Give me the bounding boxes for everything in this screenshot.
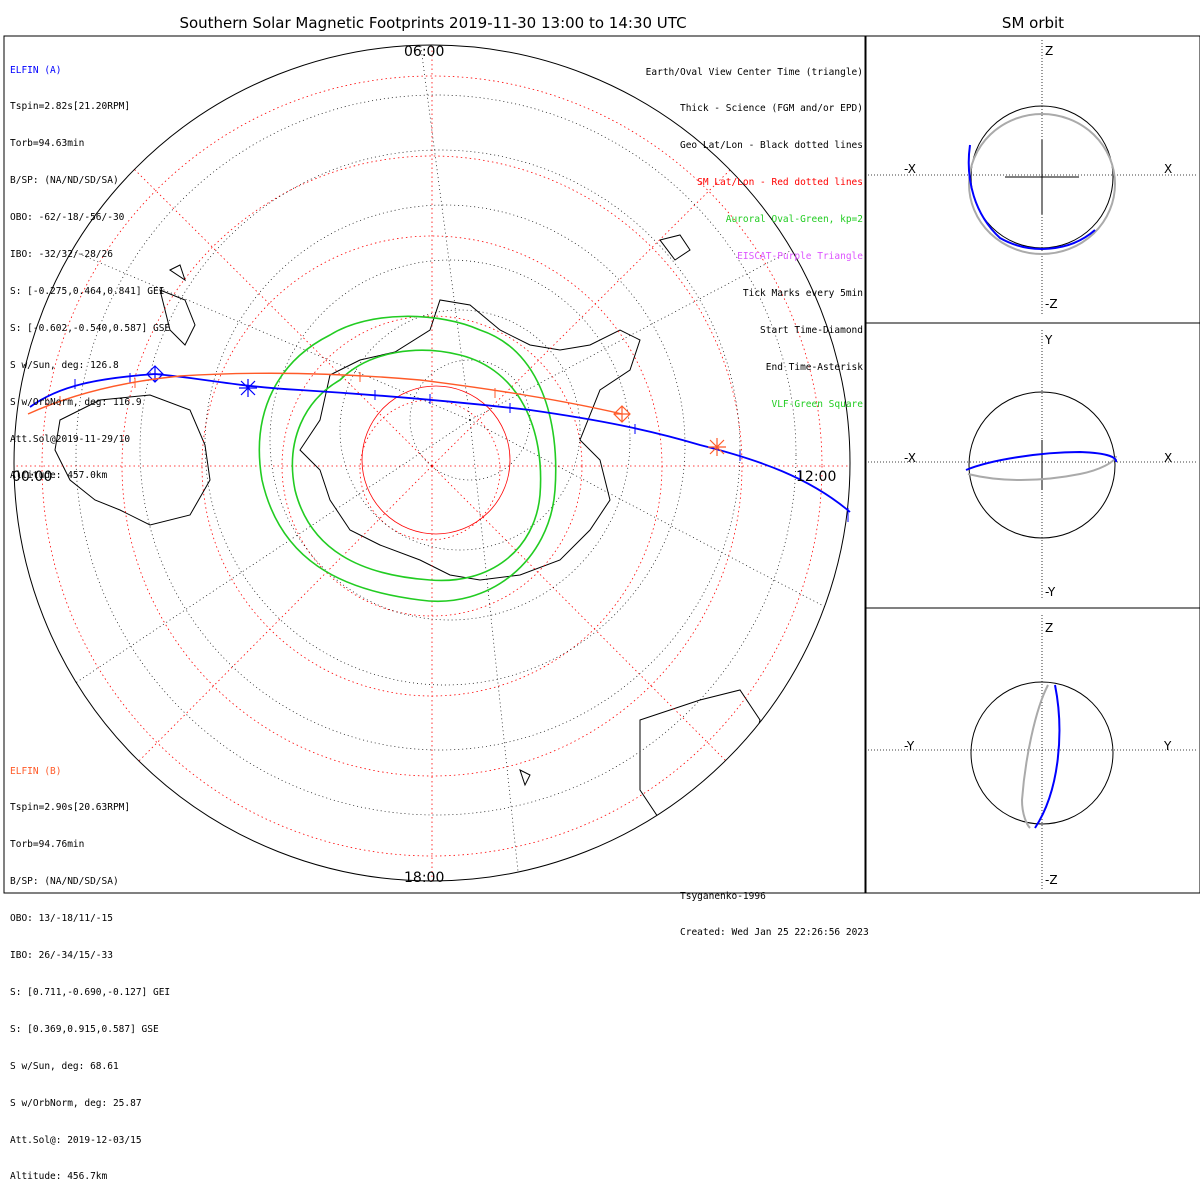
orbit-a-yz — [1034, 684, 1061, 829]
orbit-b-xz — [968, 113, 1116, 255]
orbit-b-yz — [1020, 684, 1049, 829]
islands-coastline — [169, 234, 691, 787]
elfin-b-line: IBO: 26/-34/15/-33 — [10, 950, 113, 962]
credit: Tsyganenko-1996 Created: Wed Jan 25 22:2… — [680, 866, 869, 952]
elfin-b-line: S: [0.711,-0.690,-0.127] GEI — [10, 986, 171, 998]
elfin-a-line: IBO: -32/32/-28/26 — [10, 249, 113, 261]
elfin-a-line: Altitude: 457.0km — [10, 470, 108, 482]
elfin-b-line: B/SP: (NA/ND/SD/SA) — [10, 876, 119, 888]
panel2-top-label: Y — [1045, 333, 1053, 347]
orbit-a-xy — [965, 450, 1118, 471]
panel1-right-label: X — [1164, 162, 1173, 176]
auroral-ovals — [258, 315, 557, 603]
map-label-top: 06:00 — [404, 44, 445, 60]
antarctica-coastline — [299, 299, 641, 581]
elfin-a-line: S: [-0.602,-0.540,0.587] GSE — [10, 322, 171, 334]
map-disc-outline — [13, 44, 851, 882]
elfin-a-line: Torb=94.63min — [10, 138, 85, 150]
elfin-a-line: B/SP: (NA/ND/SD/SA) — [10, 175, 119, 187]
elfin-b-line: S: [0.369,0.915,0.587] GSE — [10, 1023, 159, 1035]
legend-item: SM Lat/Lon - Red dotted lines — [697, 177, 863, 189]
model-name: Tsyganenko-1996 — [680, 890, 766, 902]
elfin-b-footprint — [27, 372, 726, 456]
elfin-b-line: Att.Sol@: 2019-12-03/15 — [10, 1134, 142, 1146]
panel3-left-label: -Y — [904, 739, 915, 753]
footprint-figure — [3, 35, 1200, 894]
map-label-bottom: 18:00 — [404, 870, 445, 886]
elfin-a-line: S w/Sun, deg: 126.8 — [10, 359, 119, 371]
legend-item: Geo Lat/Lon - Black dotted lines — [679, 140, 863, 152]
sm-orbit-title: SM orbit — [1001, 14, 1065, 32]
earth-xy — [968, 391, 1116, 539]
auroral-oval-outer — [258, 315, 557, 603]
legend-item: EISCAT-Purple Triangle — [737, 251, 863, 263]
legend-item: End Time-Asterisk — [765, 361, 863, 373]
legend-item: VLF-Green Square — [771, 398, 863, 410]
map-title: Southern Solar Magnetic Footprints 2019-… — [179, 14, 687, 32]
elfin-b-line: S w/OrbNorm, deg: 25.87 — [10, 1097, 142, 1109]
elfin-b-ticks — [59, 372, 496, 406]
elfin-a-name: ELFIN (A) — [10, 64, 62, 76]
map-label-right: 12:00 — [796, 469, 837, 485]
panel1-top-label: Z — [1045, 44, 1054, 58]
side-frame — [865, 35, 1200, 894]
auroral-oval-inner — [291, 349, 542, 582]
geo-grid — [49, 45, 850, 881]
panel2-right-label: X — [1164, 451, 1173, 465]
sm-pole-circle — [361, 385, 511, 535]
elfin-a-info: ELFIN (A) Tspin=2.82s[21.20RPM] Torb=94.… — [10, 40, 170, 495]
elfin-a-line: Att.Sol@2019-11-29/10 — [10, 433, 131, 445]
south-america-coastline — [639, 689, 761, 821]
sm-panel-xy — [868, 330, 1198, 600]
elfin-b-line: OBO: 13/-18/11/-15 — [10, 913, 113, 925]
map-label-left: 00:00 — [12, 469, 53, 485]
created-date: Created: Wed Jan 25 22:26:56 2023 — [680, 927, 869, 939]
legend-item: Start Time-Diamond — [760, 324, 863, 336]
elfin-a-line: Tspin=2.82s[21.20RPM] — [10, 101, 131, 113]
legend: Earth/Oval View Center Time (triangle) T… — [646, 42, 863, 423]
panel3-bottom-label: -Z — [1045, 873, 1058, 887]
panel2-left-label: -X — [904, 451, 916, 465]
orbit-a-xz — [967, 144, 1096, 250]
sm-panel-yz — [868, 615, 1198, 890]
panel3-right-label: Y — [1164, 739, 1172, 753]
elfin-a-line: S: [-0.275,0.464,0.841] GEI — [10, 285, 165, 297]
legend-item: Earth/Oval View Center Time (triangle) — [645, 66, 863, 78]
earth-yz — [970, 681, 1114, 825]
elfin-b-name: ELFIN (B) — [10, 765, 62, 777]
elfin-a-line: OBO: -62/-18/-56/-30 — [10, 212, 125, 224]
legend-item: Thick - Science (FGM and/or EPD) — [679, 103, 863, 115]
elfin-b-track — [27, 372, 623, 415]
elfin-b-info: ELFIN (B) Tspin=2.90s[20.63RPM] Torb=94.… — [10, 741, 170, 1196]
sm-grid — [14, 45, 850, 881]
sm-panel-xz — [868, 40, 1198, 315]
elfin-b-line: Tspin=2.90s[20.63RPM] — [10, 802, 131, 814]
elfin-a-line: S w/OrbNorm, deg: 116.9 — [10, 396, 142, 408]
elfin-b-end-asterisk — [708, 438, 726, 456]
legend-item: Tick Marks every 5min — [742, 287, 863, 299]
elfin-b-start-diamond — [613, 405, 631, 423]
elfin-b-line: Altitude: 456.7km — [10, 1171, 108, 1183]
orbit-b-xy — [967, 455, 1117, 481]
elfin-a-footprint — [29, 365, 851, 522]
elfin-a-end-asterisk — [239, 379, 257, 397]
panel1-left-label: -X — [904, 162, 916, 176]
map-frame — [3, 35, 866, 894]
australia-coastline — [54, 394, 211, 526]
elfin-b-line: S w/Sun, deg: 68.61 — [10, 1060, 119, 1072]
panel1-bottom-label: -Z — [1045, 297, 1058, 311]
legend-item: Auroral Oval-Green, kp=2 — [725, 214, 863, 226]
elfin-b-line: Torb=94.76min — [10, 839, 85, 851]
panel3-top-label: Z — [1045, 621, 1054, 635]
elfin-a-ticks — [74, 373, 849, 522]
panel2-bottom-label: -Y — [1045, 585, 1056, 599]
